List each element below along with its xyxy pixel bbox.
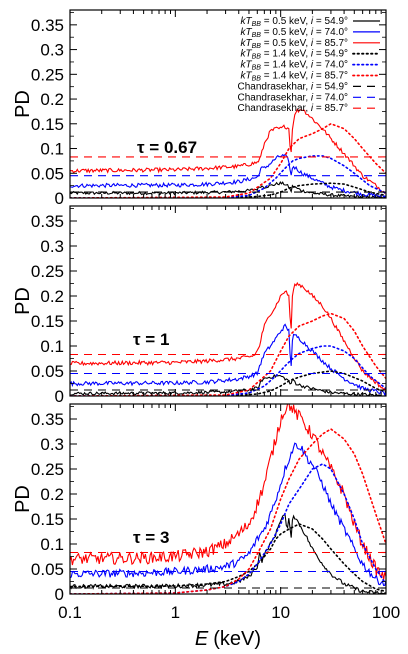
panel-bottom-series-0	[70, 513, 386, 594]
legend-entry-label: Chandrasekhar, i = 54.9°	[238, 81, 348, 92]
panel-top-frame	[69, 9, 387, 199]
panel-middle-series-1	[70, 323, 386, 396]
y-tick-label: 0.25	[31, 65, 64, 84]
panel-bottom-series	[70, 404, 386, 594]
legend-entry-label: kTBB = 0.5 keV, i = 74.0°	[241, 27, 349, 39]
y-tick-label: 0.25	[31, 460, 64, 479]
x-tick-label: 0.1	[58, 603, 82, 622]
panel-bottom-tau-label: τ = 3	[133, 528, 169, 547]
y-tick-label: 0.1	[40, 535, 64, 554]
y-tick-label: 0	[55, 585, 64, 604]
panel-top-ylabel: PD	[12, 90, 34, 118]
x-axis-label: E (keV)	[195, 628, 261, 650]
legend-entry-label: Chandrasekhar, i = 85.7°	[238, 103, 348, 114]
panel-middle-series-2	[70, 281, 386, 392]
legend-entry-label: kTBB = 0.5 keV, i = 54.9°	[241, 16, 349, 28]
panel-middle-series	[70, 281, 386, 396]
y-tick-label: 0.3	[40, 435, 64, 454]
panel-bottom-series-5	[70, 428, 386, 594]
y-tick-label: 0.1	[40, 140, 64, 159]
panel-bottom-series-2	[70, 404, 386, 580]
y-tick-label: 0.25	[31, 262, 64, 281]
y-tick-label: 0.35	[31, 16, 64, 35]
panel-bottom-ticks: 0 0.05 0.1 0.15 0.2 0.25 0.3 0.35	[31, 404, 387, 604]
y-tick-label: 0.3	[40, 237, 64, 256]
panel-middle-ylabel: PD	[12, 287, 34, 315]
y-tick-label: 0	[55, 387, 64, 406]
panel-top: 0 0.05 0.1 0.15 0.2 0.25 0.3 0.35 PD τ = 0.67	[12, 9, 387, 208]
panel-middle-frame	[69, 205, 387, 397]
y-tick-label: 0.05	[31, 560, 64, 579]
y-tick-label: 0.3	[40, 41, 64, 60]
panel-bottom-series-4	[70, 463, 386, 594]
legend: kTBB = 0.5 keV, i = 54.9°kTBB = 0.5 keV,…	[238, 16, 381, 114]
y-tick-label: 0.2	[40, 287, 64, 306]
y-tick-label: 0.05	[31, 362, 64, 381]
legend-entry-label: kTBB = 1.4 keV, i = 54.9°	[241, 49, 349, 61]
x-tick-labels: 0.1 1 10 100	[58, 603, 400, 622]
panel-bottom-series-3	[70, 523, 386, 593]
panel-top-series-4	[70, 155, 386, 198]
y-tick-label: 0.35	[31, 410, 64, 429]
y-tick-label: 0.1	[40, 337, 64, 356]
panel-top-series-1	[70, 153, 386, 198]
panel-top-series	[70, 108, 386, 198]
panel-middle-tau-label: τ = 1	[133, 330, 169, 349]
panel-top-series-2	[70, 108, 386, 195]
panel-bottom-ylabel: PD	[12, 485, 34, 513]
panel-bottom: 0 0.05 0.1 0.15 0.2 0.25 0.3 0.35 PD τ = 3	[12, 403, 387, 604]
y-tick-label: 0	[55, 189, 64, 208]
x-axis-label-symbol: E	[195, 628, 209, 650]
y-tick-label: 0.05	[31, 164, 64, 183]
y-tick-label: 0.2	[40, 90, 64, 109]
x-tick-label: 100	[372, 603, 400, 622]
panel-middle-series-3	[70, 370, 386, 396]
panel-middle: 0 0.05 0.1 0.15 0.2 0.25 0.3 0.35 PD τ = 1	[12, 205, 387, 406]
legend-entry-label: kTBB = 1.4 keV, i = 85.7°	[241, 71, 349, 83]
panel-top-series-3	[70, 182, 386, 198]
panel-bottom-series-1	[70, 442, 386, 586]
panel-middle-series-4	[70, 345, 386, 396]
y-tick-label: 0.15	[31, 115, 64, 134]
panel-middle-ticks: 0 0.05 0.1 0.15 0.2 0.25 0.3 0.35	[31, 206, 387, 406]
panel-top-series-0	[70, 181, 386, 198]
x-tick-label: 10	[271, 603, 290, 622]
x-axis-label-unit: (keV)	[213, 628, 261, 650]
y-tick-label: 0.2	[40, 485, 64, 504]
y-tick-label: 0.15	[31, 510, 64, 529]
legend-entry-label: kTBB = 1.4 keV, i = 74.0°	[241, 60, 349, 72]
y-tick-label: 0.15	[31, 312, 64, 331]
panel-top-tau-label: τ = 0.67	[137, 138, 197, 157]
legend-entry-label: Chandrasekhar, i = 74.0°	[238, 92, 348, 103]
panel-top-ticks: 0 0.05 0.1 0.15 0.2 0.25 0.3 0.35	[31, 10, 387, 208]
panel-middle-series-0	[70, 373, 386, 396]
y-tick-label: 0.35	[31, 212, 64, 231]
x-tick-label: 1	[171, 603, 180, 622]
panel-bottom-frame	[69, 403, 387, 595]
panel-middle-series-5	[70, 312, 386, 396]
legend-entry-label: kTBB = 0.5 keV, i = 85.7°	[241, 38, 349, 50]
